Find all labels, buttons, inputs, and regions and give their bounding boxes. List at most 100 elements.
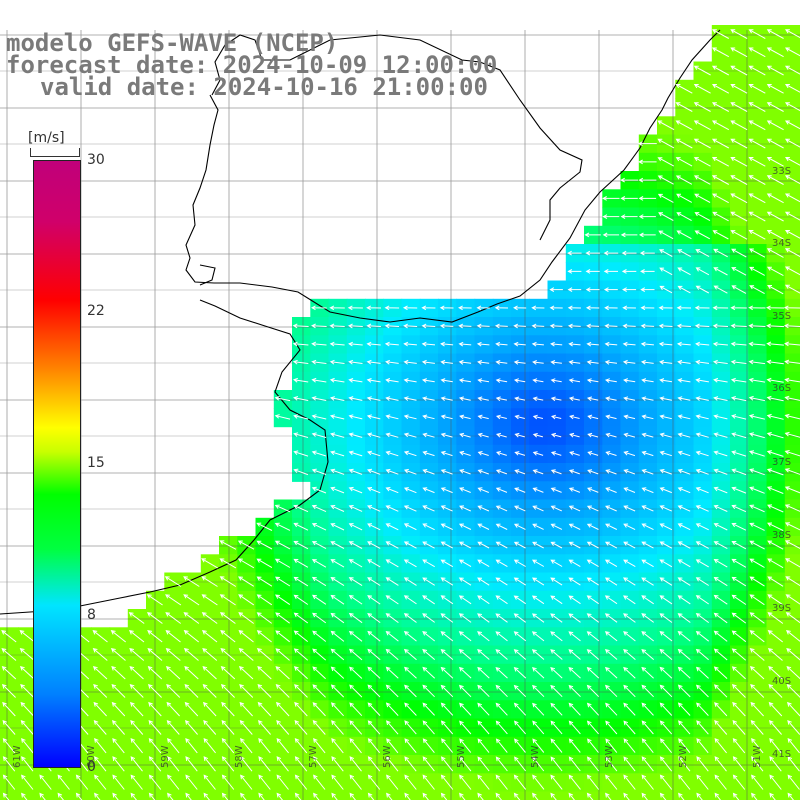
wind-arrow (658, 212, 674, 221)
wind-speed-cell (492, 791, 512, 800)
wind-arrow (57, 774, 70, 790)
wind-arrow (731, 558, 747, 568)
wind-arrow (769, 737, 782, 754)
wind-arrow (677, 432, 691, 438)
wind-arrow (711, 175, 730, 185)
wind-speed-cell (657, 791, 676, 800)
wind-arrow (730, 305, 747, 311)
wind-arrow (403, 631, 417, 642)
wind-arrow (293, 612, 309, 624)
wind-arrow (586, 541, 599, 549)
wind-arrow (367, 595, 381, 605)
wind-arrow (514, 505, 526, 512)
wind-arrow (293, 576, 309, 587)
wind-arrow (568, 559, 581, 568)
wind-arrow (440, 432, 453, 438)
wind-arrow (568, 469, 580, 475)
wind-speed-cell (127, 791, 147, 800)
wind-arrow (384, 341, 399, 347)
wind-arrow (94, 756, 107, 772)
wind-arrow (657, 193, 674, 203)
wind-arrow (532, 396, 544, 402)
wind-arrow (766, 175, 784, 185)
wind-arrow (513, 523, 526, 530)
wind-arrow (675, 84, 693, 94)
wind-arrow (749, 432, 765, 439)
wind-arrow (477, 487, 489, 493)
wind-arrow (641, 487, 654, 494)
wind-arrow (785, 558, 800, 568)
wind-arrow (623, 756, 636, 772)
wind-arrow (256, 648, 272, 661)
wind-arrow (403, 613, 417, 623)
wind-arrow (477, 469, 489, 475)
wind-arrow (784, 504, 800, 512)
wind-arrow (367, 684, 381, 698)
wind-arrow (677, 613, 691, 623)
wind-arrow (751, 774, 764, 790)
wind-arrow (404, 684, 417, 698)
wind-arrow (513, 305, 527, 311)
wind-arrow (623, 720, 636, 735)
wind-arrow (513, 649, 527, 660)
wind-arrow (623, 469, 636, 475)
wind-arrow (604, 631, 618, 642)
wind-arrow (330, 577, 345, 587)
wind-arrow (749, 540, 765, 550)
wind-arrow (422, 792, 430, 800)
wind-arrow (440, 702, 454, 716)
lon-label: 57W (308, 745, 319, 768)
wind-arrow (422, 684, 435, 698)
wind-arrow (165, 648, 181, 661)
wind-arrow (349, 684, 363, 698)
wind-arrow (240, 756, 253, 772)
wind-arrow (330, 541, 345, 549)
wind-arrow (440, 450, 453, 457)
wind-arrow (477, 720, 490, 735)
wind-arrow (329, 305, 345, 311)
wind-arrow (183, 630, 200, 643)
wind-arrow (659, 487, 672, 494)
wind-arrow (220, 683, 235, 698)
coastline (0, 29, 721, 615)
wind-arrow (20, 701, 34, 717)
colorbar-unit-bracket (30, 148, 80, 157)
wind-arrow (458, 613, 472, 623)
wind-speed-cell (784, 444, 800, 464)
wind-arrow (385, 595, 399, 605)
wind-arrow (603, 250, 619, 256)
wind-arrow (784, 266, 800, 276)
wind-arrow (731, 450, 747, 457)
wind-arrow (695, 378, 709, 383)
wind-arrow (349, 702, 363, 717)
wind-arrow (641, 559, 654, 568)
wind-arrow (751, 792, 758, 800)
wind-arrow (239, 720, 253, 735)
wind-arrow (730, 29, 748, 39)
wind-arrow (312, 702, 326, 717)
wind-arrow (183, 576, 200, 587)
wind-arrow (605, 702, 618, 716)
wind-arrow (312, 594, 327, 605)
wind-speed-cell (565, 791, 585, 800)
wind-arrow (769, 792, 776, 800)
wind-arrow (202, 648, 218, 661)
wind-arrow (605, 451, 617, 456)
wind-arrow (385, 666, 399, 679)
wind-arrow (495, 414, 507, 420)
wind-arrow (675, 138, 693, 149)
wind-arrow (641, 505, 654, 512)
wind-arrow (330, 594, 345, 605)
wind-arrow (569, 414, 580, 420)
wind-arrow (293, 666, 308, 680)
wind-arrow (513, 360, 526, 365)
wind-arrow (258, 756, 271, 772)
wind-arrow (440, 613, 454, 623)
wind-arrow (695, 666, 709, 679)
wind-arrow (587, 738, 599, 753)
wind-arrow (385, 450, 399, 457)
argentina-coast (0, 299, 329, 615)
wind-arrow (220, 665, 236, 680)
wind-arrow (550, 738, 563, 753)
wind-arrow (495, 720, 508, 735)
